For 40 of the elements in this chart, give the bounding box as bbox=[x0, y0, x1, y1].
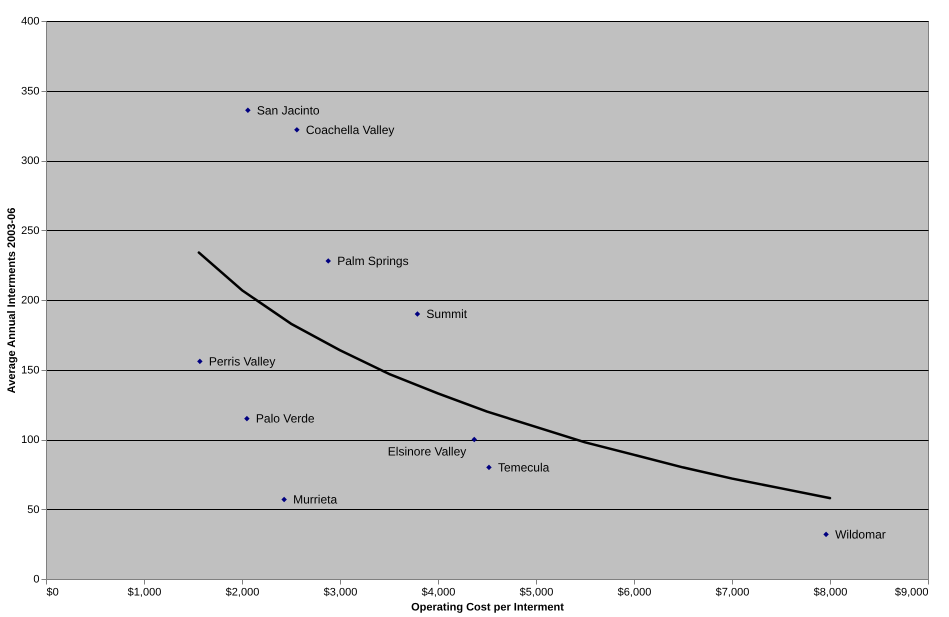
y-tick-label: 0 bbox=[33, 574, 40, 586]
point bbox=[414, 311, 420, 317]
y-tick-label: 250 bbox=[21, 224, 40, 237]
annotation: Perris Valley bbox=[208, 354, 276, 368]
point bbox=[823, 532, 829, 538]
annotation: Wildomar bbox=[835, 527, 886, 542]
x-axis-title: Operating Cost per Interment bbox=[411, 602, 564, 614]
y-tick-label: 350 bbox=[21, 85, 40, 98]
x-tick-label: $0 bbox=[46, 586, 59, 598]
y-tick-label: 300 bbox=[21, 155, 40, 167]
annotation: Summit bbox=[426, 306, 468, 321]
x-tick-label: $9,000 bbox=[894, 586, 928, 598]
y-tick-label: 150 bbox=[21, 364, 40, 376]
y-axis-title: Average Annual Interments 2003-06 bbox=[6, 208, 18, 394]
point bbox=[281, 496, 287, 502]
point bbox=[486, 464, 492, 470]
point bbox=[294, 127, 300, 133]
x-tick-label: $6,000 bbox=[618, 586, 652, 598]
point bbox=[326, 258, 331, 264]
x-tick-label: $7,000 bbox=[716, 586, 750, 598]
point bbox=[245, 108, 251, 114]
x-tick-label: $8,000 bbox=[814, 586, 848, 598]
annotation: Murrieta bbox=[293, 492, 338, 506]
annotation: Temecula bbox=[498, 460, 550, 474]
x-tick-label: $3,000 bbox=[324, 586, 358, 598]
y-tick-label: 400 bbox=[21, 16, 40, 28]
x-tick-label: $5,000 bbox=[520, 586, 554, 598]
x-tick-label: $1,000 bbox=[128, 586, 162, 598]
x-tick-label: $2,000 bbox=[226, 586, 260, 598]
y-tick-label: 200 bbox=[21, 294, 40, 306]
annotation: Coachella Valley bbox=[306, 122, 394, 137]
y-tick-label: 100 bbox=[21, 434, 40, 446]
annotation: San Jacinto bbox=[256, 103, 320, 118]
y-tick-label: 50 bbox=[27, 504, 40, 516]
annotation: Palo Verde bbox=[256, 412, 315, 426]
x-tick-label: $4,000 bbox=[422, 586, 456, 598]
annotation: Elsinore Valley bbox=[388, 444, 466, 458]
point bbox=[197, 358, 203, 364]
point bbox=[244, 416, 250, 422]
annotation: Palm Springs bbox=[337, 254, 409, 268]
